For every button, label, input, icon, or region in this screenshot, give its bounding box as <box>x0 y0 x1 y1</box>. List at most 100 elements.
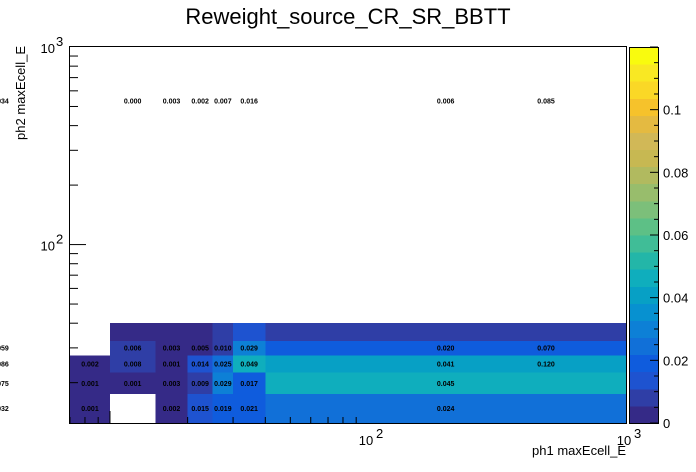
heatmap-cell <box>212 355 234 373</box>
cell-value-label: 0.120 <box>537 361 555 368</box>
heatmap-cell <box>233 394 266 423</box>
heatmap-cell-labels: 0.001 0.002 0.015 0.019 0.021 0.024 0.032 0.001… <box>0 99 555 414</box>
plot-frame <box>69 46 627 424</box>
heatmap-cell <box>109 323 156 342</box>
cell-value-label: 0.002 <box>81 361 99 368</box>
cell-value-label: 0.019 <box>214 406 232 413</box>
heatmap-cell <box>265 323 626 342</box>
y-axis-title: ph2 maxEcell_E <box>13 46 28 140</box>
heatmap-cell <box>265 372 626 395</box>
heatmap-cell <box>233 372 266 395</box>
heatmap-cell <box>212 341 234 356</box>
color-scale-band <box>629 354 658 373</box>
color-scale-tick-label: 0.06 <box>663 228 688 243</box>
color-scale-band <box>629 303 658 321</box>
color-scale-band <box>629 98 658 116</box>
color-scale-band <box>629 286 658 304</box>
color-scale-band <box>629 64 658 82</box>
heatmap-cell <box>212 372 234 395</box>
cell-value-label: 0.001 <box>163 361 181 368</box>
heatmap-cell <box>187 323 213 342</box>
cell-value-label: 0.029 <box>214 381 232 388</box>
color-scale-band <box>629 149 658 168</box>
y-tick-label: 10 <box>41 239 55 254</box>
color-scale-tick-label: 0 <box>663 416 670 431</box>
color-scale-tick-label: 0.04 <box>663 291 688 306</box>
cell-value-label: 0.075 <box>0 381 9 388</box>
heatmap-cell <box>70 372 110 395</box>
heatmap-cell <box>155 323 188 342</box>
heatmap-cell <box>187 372 213 395</box>
cell-value-label: 0.086 <box>0 361 9 368</box>
cell-value-label: 0.041 <box>437 361 455 368</box>
color-scale-tick-label: 0.1 <box>663 103 681 118</box>
color-scale-band <box>629 81 658 99</box>
heatmap-cell <box>109 341 156 356</box>
cell-value-label: 0.006 <box>124 346 142 353</box>
heatmap-cells <box>70 323 626 423</box>
color-scale-band <box>629 405 658 424</box>
cell-value-label: 0.010 <box>214 346 232 353</box>
cell-value-label: 0.003 <box>163 99 181 106</box>
color-scale-band <box>629 200 658 219</box>
color-scale-band <box>629 166 658 185</box>
x-tick-label-exponent: 2 <box>376 426 383 441</box>
cell-value-label: 0.059 <box>0 346 9 353</box>
heatmap-cell <box>212 323 234 342</box>
heatmap-cell <box>233 341 266 356</box>
y-tick-label: 10 <box>41 41 55 56</box>
cell-value-label: 0.024 <box>437 406 455 413</box>
cell-value-label: 0.014 <box>191 361 209 368</box>
cell-value-label: 0.003 <box>163 346 181 353</box>
heatmap-cell <box>155 394 188 423</box>
color-scale-band <box>629 235 658 253</box>
cell-value-label: 0.001 <box>124 381 142 388</box>
color-scale-tick-label: 0.02 <box>663 353 688 368</box>
heatmap-cell <box>70 394 110 423</box>
cell-value-label: 0.002 <box>163 406 181 413</box>
heatmap-cell <box>155 372 188 395</box>
cell-value-label: 0.006 <box>437 99 455 106</box>
cell-value-label: 0.034 <box>0 99 9 106</box>
cell-value-label: 0.029 <box>240 346 258 353</box>
y-tick-label-exponent: 2 <box>56 232 63 247</box>
color-scale-band <box>629 217 658 236</box>
cell-value-label: 0.002 <box>191 99 209 106</box>
x-tick-label-exponent: 3 <box>634 426 641 441</box>
color-scale-band <box>629 269 658 287</box>
color-scale-band <box>629 252 658 270</box>
heatmap-cell <box>265 394 626 423</box>
heatmap-cell <box>155 341 188 356</box>
x-tick-label: 10 <box>359 433 373 448</box>
heatmap-cell <box>155 355 188 373</box>
heatmap-cell <box>265 355 626 373</box>
cell-value-label: 0.001 <box>81 406 99 413</box>
heatmap-cell <box>109 355 156 373</box>
cell-value-label: 0.070 <box>537 346 555 353</box>
color-scale-frame <box>629 47 659 424</box>
cell-value-label: 0.021 <box>240 406 258 413</box>
heatmap-cell <box>233 355 266 373</box>
cell-value-label: 0.032 <box>0 406 9 413</box>
cell-value-label: 0.045 <box>437 381 455 388</box>
cell-value-label: 0.001 <box>81 381 99 388</box>
heatmap-cell <box>70 355 110 373</box>
cell-value-label: 0.085 <box>537 99 555 106</box>
cell-value-label: 0.005 <box>191 346 209 353</box>
cell-value-label: 0.025 <box>214 361 232 368</box>
cell-value-label: 0.020 <box>437 346 455 353</box>
heatmap-cell <box>233 323 266 342</box>
cell-value-label: 0.003 <box>163 381 181 388</box>
cell-value-label: 0.000 <box>124 99 142 106</box>
color-scale-band <box>629 183 658 202</box>
color-scale-band <box>629 47 658 65</box>
color-scale-band <box>629 115 658 133</box>
color-scale-band <box>629 132 658 151</box>
color-scale-band <box>629 371 658 390</box>
color-scale-tick-label: 0.08 <box>663 165 688 180</box>
heatmap-cell <box>212 394 234 423</box>
heatmap-cell <box>187 394 213 423</box>
cell-value-label: 0.015 <box>191 406 209 413</box>
heatmap-cell <box>265 341 626 356</box>
